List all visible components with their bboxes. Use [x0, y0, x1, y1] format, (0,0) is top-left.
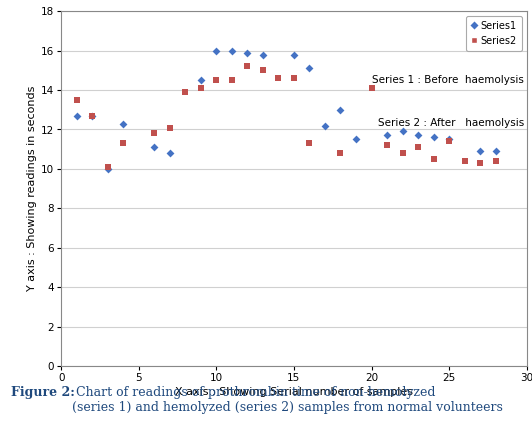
Point [398, 150, 407, 157]
Point [445, 138, 453, 145]
Point [414, 132, 422, 139]
Point [228, 77, 236, 84]
Point [476, 159, 484, 166]
Point [212, 77, 221, 84]
Point [414, 144, 422, 151]
Y-axis label: Y axis : Showing readings in seconds: Y axis : Showing readings in seconds [27, 86, 37, 291]
Point [289, 75, 298, 82]
Point [305, 65, 314, 72]
Point [212, 47, 221, 54]
Point [398, 128, 407, 135]
Point [352, 136, 360, 143]
Point [243, 49, 252, 56]
Point [72, 112, 81, 119]
Point [181, 88, 189, 95]
Point [383, 142, 391, 149]
Point [289, 51, 298, 58]
Point [119, 140, 128, 147]
Point [150, 130, 159, 137]
Point [259, 67, 267, 74]
Point [165, 150, 174, 157]
Legend: Series1, Series2: Series1, Series2 [466, 16, 522, 51]
Point [259, 51, 267, 58]
Point [103, 163, 112, 170]
Text: Series 2 : After   haemolysis: Series 2 : After haemolysis [378, 118, 525, 128]
Text: Chart of readings of prothrombin time of non-hemolyzed
(series 1) and hemolyzed : Chart of readings of prothrombin time of… [72, 386, 503, 414]
Point [119, 120, 128, 127]
Text: Figure 2:: Figure 2: [11, 386, 74, 399]
Point [150, 144, 159, 151]
Point [492, 158, 500, 165]
Point [88, 112, 96, 119]
Point [196, 77, 205, 84]
Point [88, 112, 96, 119]
Point [274, 75, 282, 82]
Point [429, 155, 438, 163]
Point [305, 140, 314, 147]
Point [336, 106, 345, 113]
Point [165, 124, 174, 131]
Point [196, 84, 205, 91]
Point [321, 122, 329, 129]
Point [367, 84, 376, 91]
Point [460, 158, 469, 165]
Point [336, 150, 345, 157]
Point [103, 166, 112, 173]
Point [72, 96, 81, 103]
Point [429, 134, 438, 141]
Point [228, 47, 236, 54]
Point [492, 148, 500, 155]
Point [243, 63, 252, 70]
Point [476, 148, 484, 155]
Text: Series 1 : Before  haemolysis: Series 1 : Before haemolysis [372, 75, 525, 85]
X-axis label: X axis : Showing Serial number of samples: X axis : Showing Serial number of sample… [175, 388, 413, 397]
Point [445, 136, 453, 143]
Point [383, 132, 391, 139]
